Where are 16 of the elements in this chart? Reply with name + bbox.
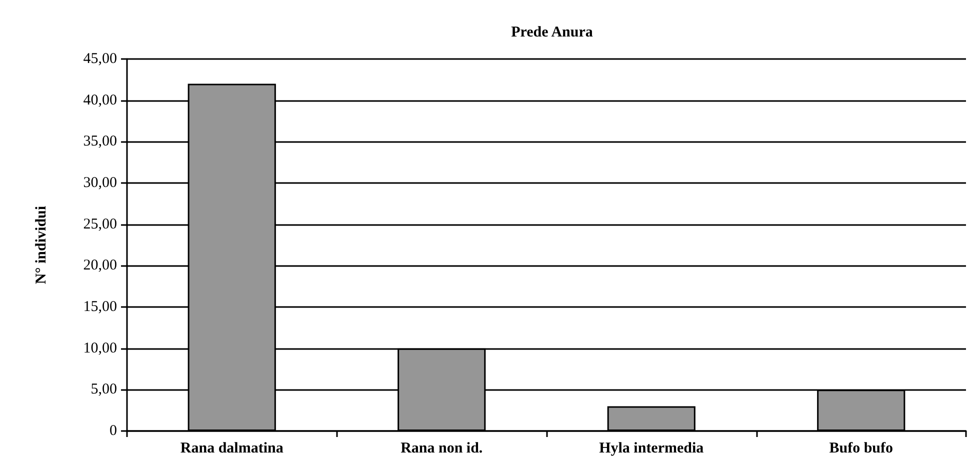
x-tick-label: Bufo bufo (829, 440, 894, 456)
x-tick-label: Rana non id. (400, 440, 483, 456)
y-tick-label: 40,00 (83, 92, 117, 108)
y-tick-label: 25,00 (83, 216, 117, 232)
y-tick-label: 0 (110, 423, 117, 439)
y-tick-label: 20,00 (83, 258, 117, 274)
y-tick-label: 30,00 (83, 175, 117, 191)
y-tick-label: 15,00 (83, 299, 117, 315)
x-tick-label: Rana dalmatina (180, 440, 284, 456)
x-tick-label: Hyla intermedia (599, 440, 704, 456)
y-tick-label: 5,00 (90, 382, 117, 398)
y-axis-title: N° individui (34, 206, 50, 284)
y-tick-label: 10,00 (83, 340, 117, 356)
chart-title: Prede Anura (511, 24, 594, 40)
y-tick-label: 35,00 (83, 134, 117, 150)
y-tick-label: 45,00 (83, 51, 117, 67)
